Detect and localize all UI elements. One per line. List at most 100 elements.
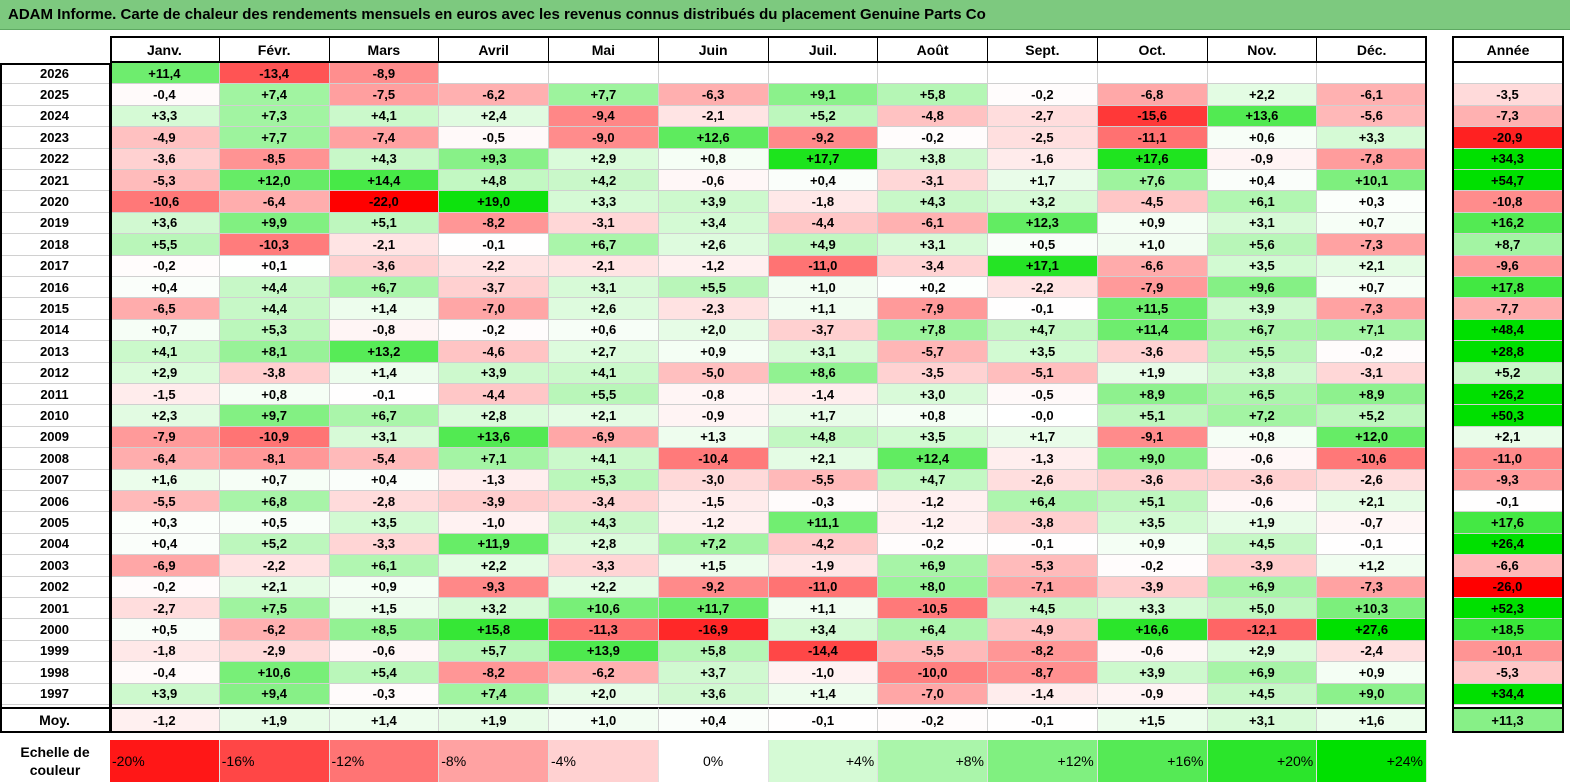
heatmap-cell: -6,8 bbox=[1097, 84, 1208, 106]
heatmap-cell: -3,1 bbox=[878, 170, 988, 192]
heatmap-cell: -9,2 bbox=[658, 576, 769, 598]
heatmap-cell: +10,1 bbox=[1317, 170, 1427, 192]
heatmap-cell: +4,5 bbox=[1207, 533, 1318, 556]
heatmap-cell: -0,6 bbox=[1097, 640, 1208, 663]
heatmap-cell: +0,4 bbox=[768, 170, 879, 192]
heatmap-cell: +12,0 bbox=[219, 170, 330, 192]
heatmap-cell: +9,1 bbox=[768, 84, 879, 106]
heatmap-cell: +3,1 bbox=[329, 426, 440, 449]
heatmap-cell bbox=[549, 63, 659, 85]
month-header: Janv. bbox=[110, 36, 220, 63]
heatmap-cell: +3,6 bbox=[110, 212, 220, 235]
heatmap-cell: +1,5 bbox=[658, 555, 769, 577]
heatmap-cell: +8,5 bbox=[329, 619, 440, 641]
heatmap-cell: +7,8 bbox=[878, 319, 988, 342]
heatmap-cell: -7,9 bbox=[878, 298, 988, 320]
heatmap-cell: +9,4 bbox=[219, 683, 330, 705]
heatmap-cell: -0,2 bbox=[988, 84, 1098, 106]
heatmap-cell: +1,0 bbox=[1097, 234, 1208, 256]
color-scale-swatch: -12% bbox=[329, 740, 440, 782]
heatmap-cell bbox=[988, 63, 1098, 85]
heatmap-cell: -2,1 bbox=[658, 105, 769, 128]
heatmap-cell: -2,3 bbox=[658, 298, 769, 320]
heatmap-cell: -1,5 bbox=[658, 491, 769, 513]
heatmap-cell: +1,4 bbox=[329, 298, 440, 320]
heatmap-cell: -6,5 bbox=[110, 298, 220, 320]
heatmap-cell: +6,4 bbox=[988, 491, 1098, 513]
heatmap-cell: -3,5 bbox=[878, 362, 988, 384]
heatmap-cell: -4,4 bbox=[768, 212, 879, 235]
heatmap-cell: -8,1 bbox=[219, 448, 330, 470]
heatmap-cell: +0,5 bbox=[988, 234, 1098, 256]
heatmap-cell: +19,0 bbox=[439, 191, 549, 213]
heatmap-cell: +2,9 bbox=[1207, 640, 1318, 663]
heatmap-cell: +2,1 bbox=[219, 576, 330, 598]
heatmap-cell: -3,4 bbox=[549, 491, 659, 513]
heatmap-cell: -5,1 bbox=[988, 362, 1098, 384]
heatmap-cell: +3,2 bbox=[988, 191, 1098, 213]
heatmap-cell: -0,1 bbox=[439, 234, 549, 256]
heatmap-cell: +2,2 bbox=[549, 576, 659, 598]
year-label: 2024 bbox=[0, 105, 110, 128]
heatmap-cell: +5,1 bbox=[1097, 405, 1208, 427]
heatmap-cell: -7,3 bbox=[1317, 234, 1427, 256]
heatmap-cell: +0,4 bbox=[329, 469, 440, 491]
heatmap-cell: +13,9 bbox=[549, 640, 659, 663]
heatmap-cell: -3,6 bbox=[329, 255, 440, 277]
year-label: 2001 bbox=[0, 598, 110, 620]
annual-cell: +17,6 bbox=[1452, 512, 1564, 534]
heatmap-cell: +9,0 bbox=[1097, 448, 1208, 470]
heatmap-cell: +10,3 bbox=[1317, 598, 1427, 620]
heatmap-cell: +7,2 bbox=[658, 533, 769, 556]
year-label: 2026 bbox=[0, 63, 110, 85]
heatmap-cell: -1,6 bbox=[988, 148, 1098, 170]
heatmap-cell: -0,1 bbox=[1317, 533, 1427, 556]
heatmap-cell: +2,1 bbox=[768, 448, 879, 470]
heatmap-cell: -6,2 bbox=[219, 619, 330, 641]
heatmap-cell: +3,8 bbox=[878, 148, 988, 170]
heatmap-cell: +6,4 bbox=[878, 619, 988, 641]
heatmap-cell: +6,5 bbox=[1207, 384, 1318, 406]
heatmap-cell: -0,2 bbox=[110, 576, 220, 598]
year-label: 2014 bbox=[0, 319, 110, 342]
heatmap-cell: +3,4 bbox=[658, 212, 769, 235]
year-label: 2016 bbox=[0, 277, 110, 299]
heatmap-cell: -6,9 bbox=[110, 555, 220, 577]
heatmap-cell: +5,8 bbox=[658, 640, 769, 663]
heatmap-cell: -9,3 bbox=[439, 576, 549, 598]
heatmap-cell: -7,4 bbox=[329, 127, 440, 149]
heatmap-cell: +8,9 bbox=[1317, 384, 1427, 406]
year-label: 2010 bbox=[0, 405, 110, 427]
heatmap-cell: +0,9 bbox=[658, 341, 769, 363]
annual-cell: +26,4 bbox=[1452, 533, 1564, 556]
heatmap-cell: +6,9 bbox=[1207, 662, 1318, 684]
heatmap-cell: -6,6 bbox=[1097, 255, 1208, 277]
heatmap-cell: +6,8 bbox=[219, 491, 330, 513]
heatmap-cell: -7,0 bbox=[439, 298, 549, 320]
heatmap-cell: +12,0 bbox=[1317, 426, 1427, 449]
heatmap-cell: -7,1 bbox=[988, 576, 1098, 598]
heatmap-cell: -3,6 bbox=[110, 148, 220, 170]
heatmap-cell: +3,8 bbox=[1207, 362, 1318, 384]
heatmap-cell bbox=[1097, 63, 1208, 85]
year-label: 2018 bbox=[0, 234, 110, 256]
heatmap-cell: +2,9 bbox=[110, 362, 220, 384]
heatmap-cell: +3,9 bbox=[439, 362, 549, 384]
heatmap-cell: -4,9 bbox=[988, 619, 1098, 641]
heatmap-cell: +0,9 bbox=[329, 576, 440, 598]
heatmap-cell: +5,1 bbox=[1097, 491, 1208, 513]
heatmap-cell: +3,5 bbox=[988, 341, 1098, 363]
heatmap-cell: -3,7 bbox=[439, 277, 549, 299]
heatmap-cell: +0,8 bbox=[219, 384, 330, 406]
color-scale-swatch: -4% bbox=[549, 740, 659, 782]
heatmap-cell bbox=[658, 63, 769, 85]
heatmap-cell: -13,4 bbox=[219, 63, 330, 85]
heatmap-cell: -3,6 bbox=[1097, 341, 1208, 363]
heatmap-cell: -3,6 bbox=[1207, 469, 1318, 491]
heatmap-cell: +4,9 bbox=[768, 234, 879, 256]
heatmap-cell: -0,5 bbox=[439, 127, 549, 149]
heatmap-cell: -10,6 bbox=[1317, 448, 1427, 470]
heatmap-cell: -10,0 bbox=[878, 662, 988, 684]
average-cell: +1,9 bbox=[219, 707, 330, 733]
heatmap-cell: -14,4 bbox=[768, 640, 879, 663]
